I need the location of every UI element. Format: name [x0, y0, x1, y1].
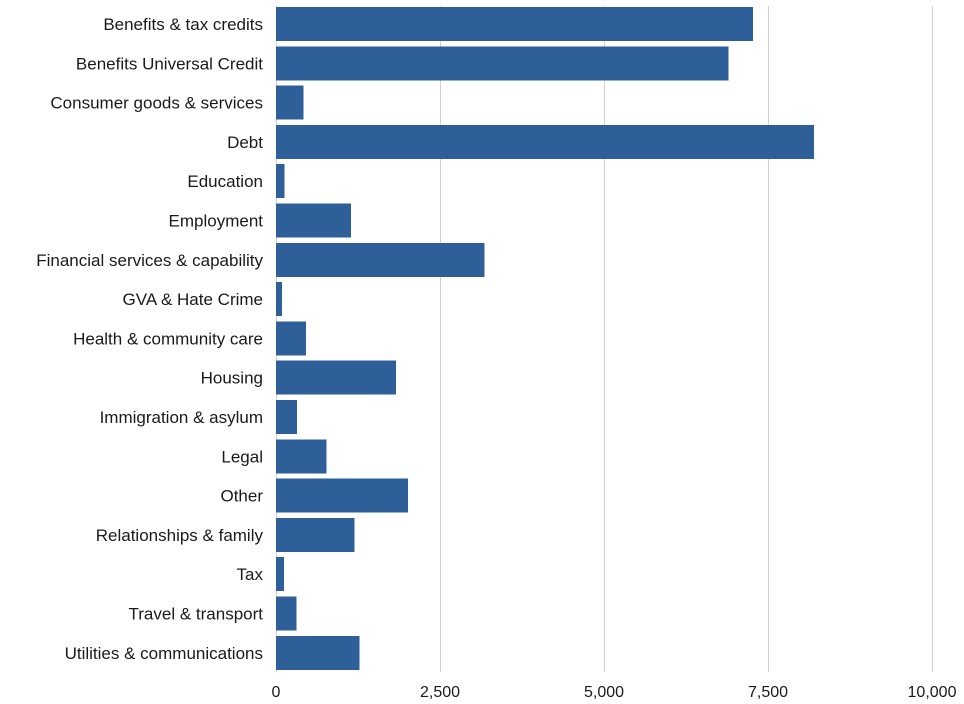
category-label: Legal [221, 447, 263, 466]
category-label: Financial services & capability [36, 251, 263, 270]
category-label: Benefits & tax credits [103, 15, 263, 34]
x-tick-label: 2,500 [420, 684, 460, 701]
bar [276, 400, 297, 434]
x-tick-label: 0 [272, 684, 281, 701]
grid-lines [276, 6, 933, 672]
category-label: Relationships & family [96, 526, 264, 545]
bar [276, 596, 297, 631]
category-label: Utilities & communications [65, 644, 263, 663]
bar [276, 7, 753, 41]
category-label: Travel & transport [129, 605, 264, 624]
category-label: Immigration & asylum [100, 408, 263, 427]
bar [276, 321, 307, 356]
bar [276, 242, 485, 277]
category-label: Consumer goods & services [50, 94, 263, 113]
category-label: Benefits Universal Credit [76, 54, 263, 73]
bar [276, 282, 282, 317]
bar [276, 124, 814, 159]
x-axis-tick-labels: 0 2,500 5,000 7,500 10,000 [272, 684, 957, 701]
category-labels: Benefits & tax credits Benefits Universal… [36, 15, 263, 663]
bars [276, 7, 814, 670]
x-tick-label: 7,500 [748, 684, 788, 701]
bar [276, 203, 351, 238]
category-label: Other [220, 487, 263, 506]
category-label: Debt [227, 133, 263, 152]
category-label: Health & community care [73, 329, 263, 348]
bar [276, 85, 304, 120]
category-label: Employment [169, 212, 264, 231]
bar [276, 635, 360, 670]
bar [276, 517, 355, 552]
x-tick-label: 10,000 [908, 684, 957, 701]
bar [276, 164, 285, 199]
bar [276, 46, 729, 81]
category-label: GVA & Hate Crime [123, 290, 263, 309]
bar [276, 478, 408, 513]
category-label: Housing [201, 369, 263, 388]
category-label: Education [187, 172, 263, 191]
bar [276, 557, 284, 592]
category-label: Tax [237, 565, 264, 584]
x-tick-label: 5,000 [584, 684, 624, 701]
bar [276, 439, 327, 474]
bar [276, 360, 396, 395]
